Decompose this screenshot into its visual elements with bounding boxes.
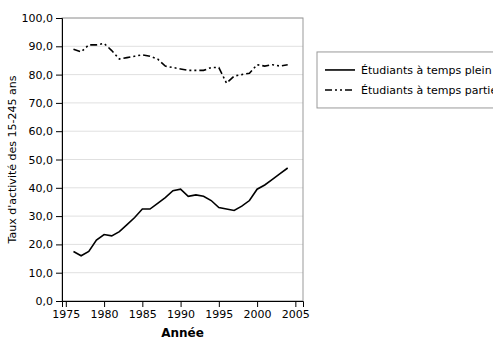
x-tick: 1975 xyxy=(52,301,80,321)
x-tick-mark xyxy=(257,301,258,307)
legend-swatch xyxy=(325,69,355,71)
y-tick-mark xyxy=(56,103,62,104)
x-tick-label: 1980 xyxy=(91,308,119,321)
x-tick-mark xyxy=(142,301,143,307)
y-tick: 70,0 xyxy=(29,97,63,110)
y-tick-label: 0,0 xyxy=(36,295,54,308)
grid-line xyxy=(62,74,303,75)
y-tick-mark xyxy=(56,273,62,274)
x-tick-mark xyxy=(104,301,105,307)
legend-label: Étudiants à temps plein xyxy=(361,64,492,77)
y-tick-mark xyxy=(56,160,62,161)
grid-line xyxy=(62,131,303,132)
y-tick: 90,0 xyxy=(29,40,63,53)
y-tick: 50,0 xyxy=(29,154,63,167)
y-tick-mark xyxy=(56,244,62,245)
y-tick-mark xyxy=(56,301,62,302)
legend-swatch xyxy=(325,89,355,91)
x-tick-label: 1990 xyxy=(167,308,195,321)
grid-line xyxy=(62,159,303,160)
grid-line xyxy=(62,244,303,245)
y-tick-label: 50,0 xyxy=(29,154,54,167)
x-tick: 2005 xyxy=(282,301,310,321)
y-tick-label: 30,0 xyxy=(29,210,54,223)
y-tick: 80,0 xyxy=(29,69,63,82)
x-tick-label: 1975 xyxy=(52,308,80,321)
y-tick-label: 40,0 xyxy=(29,182,54,195)
x-axis-line xyxy=(63,302,304,308)
y-tick: 100,0 xyxy=(22,12,63,25)
y-tick-label: 60,0 xyxy=(29,125,54,138)
grid-line xyxy=(62,187,303,188)
y-tick-label: 70,0 xyxy=(29,97,54,110)
series-group xyxy=(73,43,287,255)
x-tick-mark xyxy=(66,301,67,307)
series-line xyxy=(73,43,287,83)
x-tick: 2000 xyxy=(244,301,272,321)
grid-line xyxy=(62,46,303,47)
x-tick: 1980 xyxy=(91,301,119,321)
y-tick-mark xyxy=(56,18,62,19)
grid-line xyxy=(62,102,303,103)
y-tick: 40,0 xyxy=(29,182,63,195)
y-axis-line xyxy=(56,19,63,302)
legend-label: Étudiants à temps partiel xyxy=(361,84,493,97)
series-line xyxy=(73,168,287,256)
legend: Étudiants à temps plein Étudiants à temps… xyxy=(317,52,493,108)
x-tick-mark xyxy=(219,301,220,307)
grid xyxy=(62,18,303,301)
x-tick: 1995 xyxy=(205,301,233,321)
y-tick-label: 10,0 xyxy=(29,267,54,280)
y-tick-mark xyxy=(56,216,62,217)
chart: 1975 1980 1985 1990 1995 2000 2005 0,0 10,0 20,0 3… xyxy=(0,0,493,345)
y-tick-label: 20,0 xyxy=(29,238,54,251)
x-tick-label: 2005 xyxy=(282,308,310,321)
plot: 1975 1980 1985 1990 1995 2000 2005 0,0 10,0 20,0 3… xyxy=(6,12,310,340)
y-tick-mark xyxy=(56,46,62,47)
x-tick-mark xyxy=(181,301,182,307)
x-tick-label: 1995 xyxy=(205,308,233,321)
x-axis: 1975 1980 1985 1990 1995 2000 2005 xyxy=(52,301,310,321)
grid-line xyxy=(62,216,303,217)
x-tick-label: 1985 xyxy=(129,308,157,321)
y-tick-label: 100,0 xyxy=(22,12,54,25)
y-tick-label: 90,0 xyxy=(29,40,54,53)
legend-box xyxy=(317,52,493,108)
y-tick: 60,0 xyxy=(29,125,63,138)
x-tick: 1985 xyxy=(129,301,157,321)
y-tick: 10,0 xyxy=(29,267,63,280)
y-axis-title: Taux d'activité des 15-245 ans xyxy=(6,75,19,244)
x-tick: 1990 xyxy=(167,301,195,321)
grid-line xyxy=(62,272,303,273)
y-tick-mark xyxy=(56,188,62,189)
x-axis-title: Année xyxy=(161,326,204,340)
y-tick-label: 80,0 xyxy=(29,69,54,82)
y-axis: 0,0 10,0 20,0 30,0 40,0 50,0 60,0 70,0 80,0 90,0 1… xyxy=(22,12,63,308)
y-tick: 0,0 xyxy=(36,295,63,308)
plot-frame xyxy=(62,18,303,301)
y-tick: 30,0 xyxy=(29,210,63,223)
y-tick: 20,0 xyxy=(29,238,63,251)
y-tick-mark xyxy=(56,75,62,76)
x-tick-mark xyxy=(295,301,296,307)
y-tick-mark xyxy=(56,131,62,132)
x-tick-label: 2000 xyxy=(244,308,272,321)
